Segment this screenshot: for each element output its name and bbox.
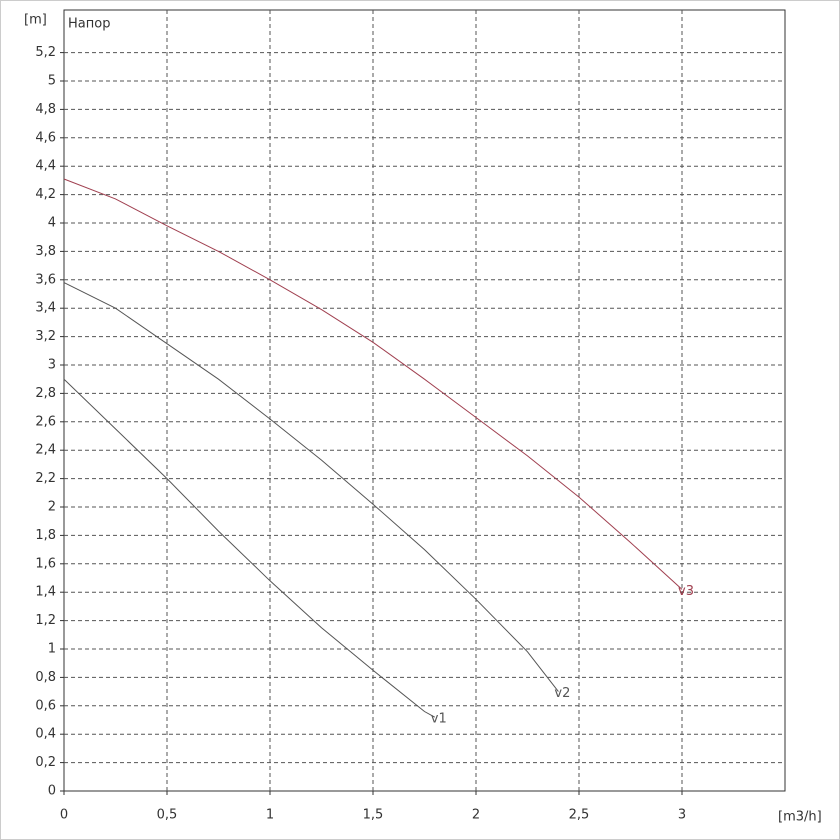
- y-tick-label: 5,2: [35, 45, 56, 60]
- y-tick-label: 0,6: [35, 698, 56, 713]
- curve: [63, 282, 559, 692]
- x-tick-label: 1,5: [363, 808, 384, 823]
- y-tick-label: 2,4: [35, 443, 56, 458]
- curve: [63, 178, 683, 590]
- y-tick-label: 3,6: [35, 272, 56, 287]
- x-tick-label: 0,5: [157, 808, 178, 823]
- y-tick-label: 2,8: [35, 386, 56, 401]
- y-tick-label: 1,4: [35, 585, 56, 600]
- y-tick-label: 1,6: [35, 556, 56, 571]
- series-label: v2: [554, 686, 570, 701]
- y-tick-label: 2: [48, 500, 56, 515]
- x-axis-label: [m3/h]: [778, 810, 822, 825]
- x-tick-label: 2,5: [569, 808, 590, 823]
- x-tick-label: 2: [472, 808, 480, 823]
- plot-frame: [63, 9, 786, 792]
- y-tick-label: 1,8: [35, 528, 56, 543]
- y-tick-label: 3,8: [35, 244, 56, 259]
- x-tick-label: 1: [266, 808, 274, 823]
- y-tick-label: 0,2: [35, 755, 56, 770]
- y-tick-label: 4,4: [35, 159, 56, 174]
- x-tick-label: 3: [678, 808, 686, 823]
- y-axis-label: [m]: [24, 13, 47, 28]
- y-tick-label: 3,2: [35, 329, 56, 344]
- x-tick-label: 0: [60, 808, 68, 823]
- y-tick-label: 0: [48, 784, 56, 799]
- y-tick-label: 4: [48, 216, 56, 231]
- y-tick-label: 0,8: [35, 670, 56, 685]
- y-tick-label: 4,8: [35, 102, 56, 117]
- y-tick-label: 4,2: [35, 187, 56, 202]
- chart-title: Напор: [68, 17, 110, 32]
- series-label: v3: [678, 584, 694, 599]
- y-tick-label: 0,4: [35, 727, 56, 742]
- y-tick-label: 3: [48, 358, 56, 373]
- y-tick-label: 2,2: [35, 471, 56, 486]
- curve: [63, 378, 436, 718]
- y-tick-label: 2,6: [35, 414, 56, 429]
- y-tick-label: 1: [48, 642, 56, 657]
- y-tick-label: 4,6: [35, 130, 56, 145]
- series-label: v1: [431, 712, 447, 727]
- y-tick-label: 3,4: [35, 301, 56, 316]
- y-tick-label: 1,2: [35, 613, 56, 628]
- y-tick-label: 5: [48, 74, 56, 89]
